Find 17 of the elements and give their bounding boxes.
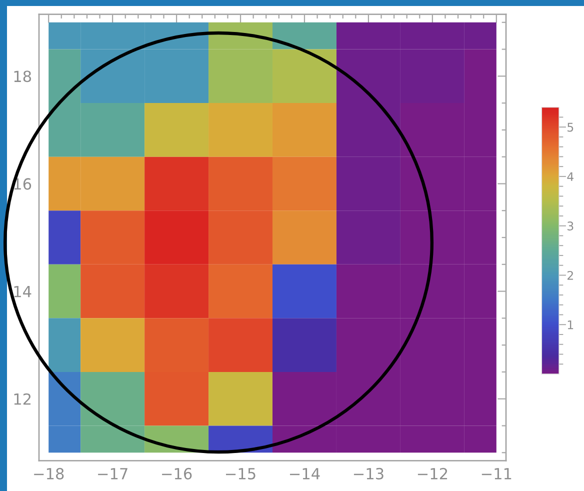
x-tick-label: −15: [226, 468, 256, 480]
x-tick-label: −11: [482, 468, 512, 480]
y-tick-label: 16: [14, 178, 32, 190]
x-tick-label: −12: [418, 468, 448, 480]
color-bar-label: 2: [568, 270, 573, 280]
x-tick-label: −17: [98, 468, 128, 480]
x-tick-label: −13: [354, 468, 384, 480]
x-tick-label: −14: [290, 468, 320, 480]
color-bar-label: 4: [567, 172, 574, 181]
color-bar-label: 5: [568, 122, 574, 132]
y-tick-label: 12: [14, 393, 31, 405]
y-tick-label: 18: [14, 70, 32, 82]
x-tick-label: −16: [162, 468, 192, 480]
y-tick-label: 14: [14, 286, 32, 298]
color-bar-label: 3: [568, 222, 574, 230]
color-bar-label: 1: [568, 320, 574, 330]
x-tick-label: −18: [34, 468, 64, 480]
